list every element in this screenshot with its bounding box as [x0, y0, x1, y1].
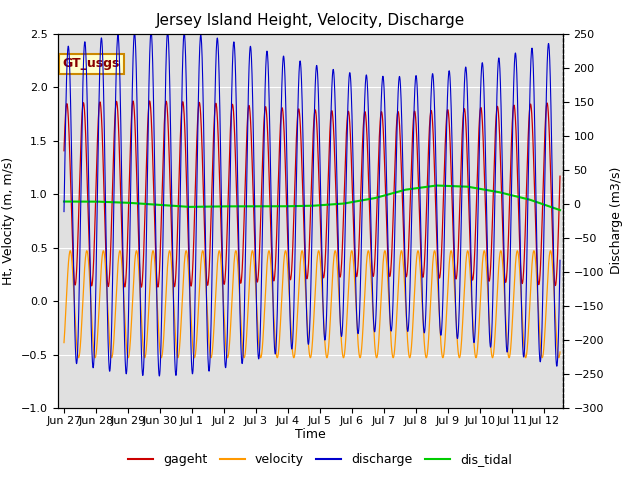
Y-axis label: Ht, Velocity (m, m/s): Ht, Velocity (m, m/s) [3, 157, 15, 285]
Y-axis label: Discharge (m3/s): Discharge (m3/s) [610, 167, 623, 275]
Text: GT_usgs: GT_usgs [63, 57, 120, 70]
Title: Jersey Island Height, Velocity, Discharge: Jersey Island Height, Velocity, Discharg… [156, 13, 465, 28]
X-axis label: Time: Time [295, 429, 326, 442]
Legend: gageht, velocity, discharge, dis_tidal: gageht, velocity, discharge, dis_tidal [123, 448, 517, 471]
